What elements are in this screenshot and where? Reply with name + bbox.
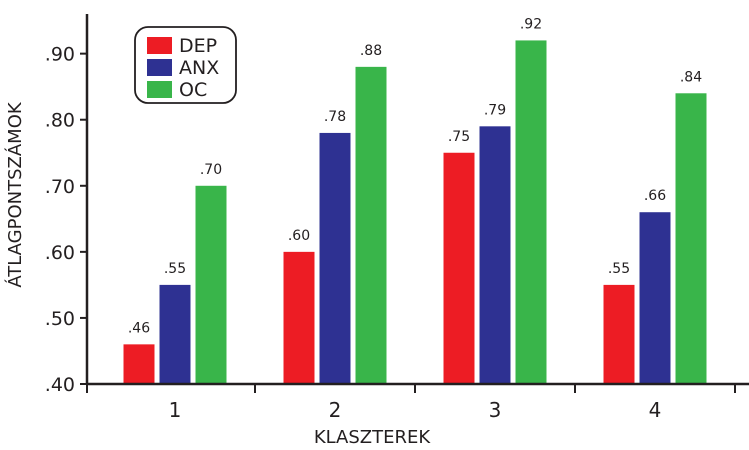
bar-anx-4 — [639, 212, 671, 384]
legend-label-oc: OC — [179, 79, 207, 101]
data-label-oc-2: .88 — [360, 43, 382, 59]
data-label-dep-2: .60 — [288, 228, 310, 244]
bar-oc-1 — [195, 185, 227, 384]
data-label-oc-3: .92 — [520, 16, 542, 32]
bar-anx-2 — [319, 132, 351, 384]
bar-dep-3 — [443, 152, 475, 384]
y-tick-label: .80 — [45, 110, 75, 132]
bar-anx-1 — [159, 284, 191, 384]
bar-oc-3 — [515, 40, 547, 385]
x-ticks-layer: 1 2 3 4 — [86, 384, 736, 422]
y-axis-title: ÁTLAGPONTSZÁMOK — [4, 101, 26, 288]
data-label-anx-4: .66 — [644, 188, 666, 204]
x-tick-label: 4 — [649, 398, 662, 422]
x-tick-label: 2 — [329, 398, 342, 422]
y-ticks-layer: .40 .50 .60 .70 .80 .90 — [45, 44, 87, 396]
x-tick-label: 1 — [169, 398, 182, 422]
bars-layer — [123, 40, 707, 385]
data-labels-layer: .46 .60 .75 .55 .55 .78 .79 .66 .70 .88 .92 .84 — [128, 16, 702, 336]
bar-dep-1 — [123, 344, 155, 384]
y-tick-label: .40 — [45, 374, 75, 396]
data-label-dep-1: .46 — [128, 320, 150, 336]
bar-dep-2 — [283, 251, 315, 384]
data-label-oc-4: .84 — [680, 69, 702, 85]
legend-swatch-anx — [147, 59, 172, 76]
x-axis-title: KLASZTEREK — [314, 427, 432, 446]
bar-anx-3 — [479, 126, 511, 385]
data-label-anx-2: .78 — [324, 109, 346, 125]
legend-swatch-oc — [147, 81, 172, 98]
bar-oc-4 — [675, 93, 707, 385]
y-tick-label: .90 — [45, 44, 75, 66]
bar-dep-4 — [603, 284, 635, 384]
legend-swatch-dep — [147, 37, 172, 54]
data-label-anx-3: .79 — [484, 102, 506, 118]
data-label-dep-3: .75 — [448, 129, 470, 145]
data-label-oc-1: .70 — [200, 162, 222, 178]
legend-label-dep: DEP — [179, 35, 217, 57]
y-tick-label: .70 — [45, 176, 75, 198]
data-label-dep-4: .55 — [608, 261, 630, 277]
y-tick-label: .50 — [45, 308, 75, 330]
bar-oc-2 — [355, 66, 387, 384]
data-label-anx-1: .55 — [164, 261, 186, 277]
legend-label-anx: ANX — [179, 57, 219, 79]
y-tick-label: .60 — [45, 242, 75, 264]
x-tick-label: 3 — [489, 398, 502, 422]
